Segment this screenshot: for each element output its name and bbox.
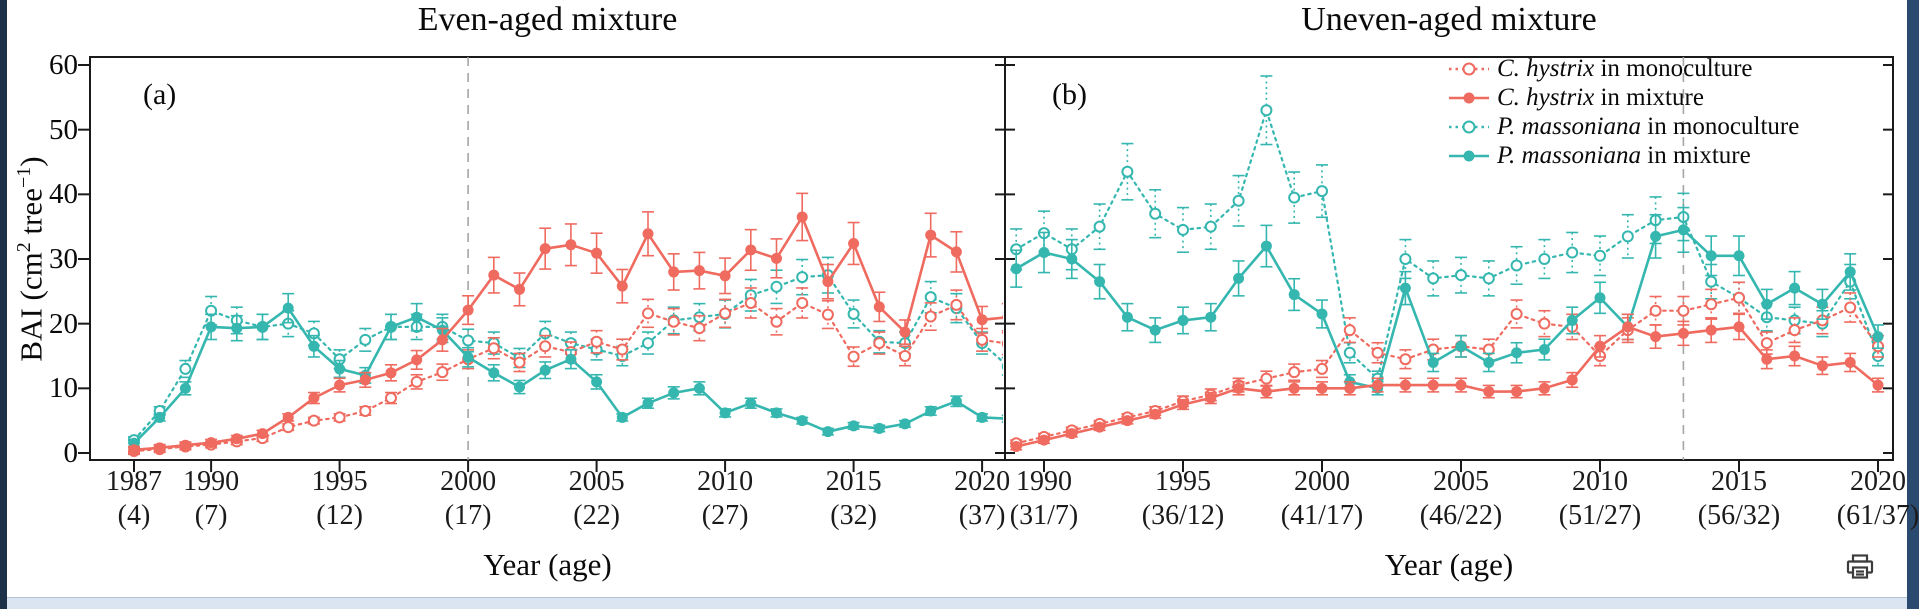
series-p-massoniana-in-mixture bbox=[128, 292, 1003, 449]
series-c-hystrix-in-mixture bbox=[128, 192, 1003, 456]
x-tick-year-label: 2010 bbox=[1572, 466, 1628, 497]
y-tick-label: 0 bbox=[63, 437, 79, 469]
x-tick-age-label: (12) bbox=[316, 500, 363, 531]
panel-a-letter: (a) bbox=[143, 78, 177, 111]
x-axis-label-b: Year (age) bbox=[1384, 547, 1514, 582]
x-tick-age-label: (36/12) bbox=[1141, 500, 1225, 531]
x-tick-age-label: (22) bbox=[573, 500, 620, 531]
x-tick-year-label: 2010 bbox=[697, 466, 754, 497]
x-tick-year-label: 2005 bbox=[1433, 466, 1489, 497]
x-tick-age-label: (41/17) bbox=[1280, 500, 1364, 531]
series-p-massoniana-in-mixture bbox=[1010, 206, 1884, 396]
open-circle-marker-icon bbox=[1449, 62, 1489, 75]
legend-label: P. massoniana in mixture bbox=[1497, 141, 1751, 169]
x-tick-year-label: 2020 bbox=[954, 466, 1011, 497]
y-tick-label: 50 bbox=[49, 113, 78, 146]
x-tick-year-label: 2015 bbox=[825, 466, 882, 497]
x-tick-age-label: (7) bbox=[194, 500, 228, 531]
window-bottom-strip bbox=[7, 597, 1907, 609]
open-circle-marker-icon bbox=[1449, 120, 1489, 133]
x-tick-year-label: 2020 bbox=[1850, 466, 1906, 497]
panel-b-title: Uneven-aged mixture bbox=[1301, 1, 1597, 38]
x-tick-age-label: (37) bbox=[958, 500, 1006, 531]
x-tick-age-label: (32) bbox=[830, 500, 877, 531]
x-tick-year-label: 1990 bbox=[183, 466, 240, 497]
printer-icon[interactable] bbox=[1845, 553, 1875, 581]
x-axis-label-a: Year (age) bbox=[483, 547, 612, 582]
x-tick-age-label: (56/32) bbox=[1697, 500, 1781, 531]
x-tick-year-label: 1995 bbox=[1155, 466, 1211, 497]
filled-circle-marker-icon bbox=[1449, 150, 1489, 161]
x-tick-year-label: 1987 bbox=[106, 466, 162, 497]
series-c-hystrix-in-mixture bbox=[1010, 313, 1884, 453]
x-tick-age-label: (61/37) bbox=[1836, 500, 1919, 531]
panel-b-letter: (b) bbox=[1052, 78, 1087, 111]
window-right-border bbox=[1907, 0, 1919, 609]
legend-label: P. massoniana in monoculture bbox=[1497, 112, 1800, 140]
y-tick-label: 40 bbox=[49, 178, 78, 211]
x-tick-year-label: 2005 bbox=[568, 466, 625, 497]
y-tick-label: 10 bbox=[49, 372, 78, 405]
x-tick-year-label: 1995 bbox=[311, 466, 368, 497]
x-tick-age-label: (46/22) bbox=[1419, 500, 1503, 531]
panel-a-title: Even-aged mixture bbox=[417, 1, 678, 38]
legend-label: C. hystrix in mixture bbox=[1497, 83, 1704, 111]
x-tick-year-label: 2000 bbox=[440, 466, 497, 497]
window-left-border bbox=[0, 0, 7, 609]
chart-legend: C. hystrix in monoculture C. hystrix in m… bbox=[1447, 54, 1799, 170]
y-tick-label: 30 bbox=[49, 242, 78, 275]
x-tick-age-label: (51/27) bbox=[1558, 500, 1642, 531]
x-tick-year-label: 2000 bbox=[1294, 466, 1350, 497]
legend-item: P. massoniana in mixture bbox=[1447, 141, 1799, 170]
filled-circle-marker-icon bbox=[1449, 92, 1489, 103]
legend-item: C. hystrix in mixture bbox=[1447, 83, 1799, 112]
x-tick-age-label: (4) bbox=[117, 500, 151, 531]
y-tick-label: 60 bbox=[49, 48, 78, 81]
y-tick-label: 20 bbox=[49, 307, 78, 340]
x-tick-age-label: (31/7) bbox=[1009, 500, 1079, 531]
legend-item: C. hystrix in monoculture bbox=[1447, 54, 1799, 83]
legend-label: C. hystrix in monoculture bbox=[1497, 54, 1753, 82]
x-tick-age-label: (27) bbox=[701, 500, 749, 531]
legend-item: P. massoniana in monoculture bbox=[1447, 112, 1799, 141]
x-tick-year-label: 2015 bbox=[1711, 466, 1767, 497]
x-tick-year-label: 1990 bbox=[1016, 466, 1072, 497]
x-tick-age-label: (17) bbox=[444, 500, 492, 531]
